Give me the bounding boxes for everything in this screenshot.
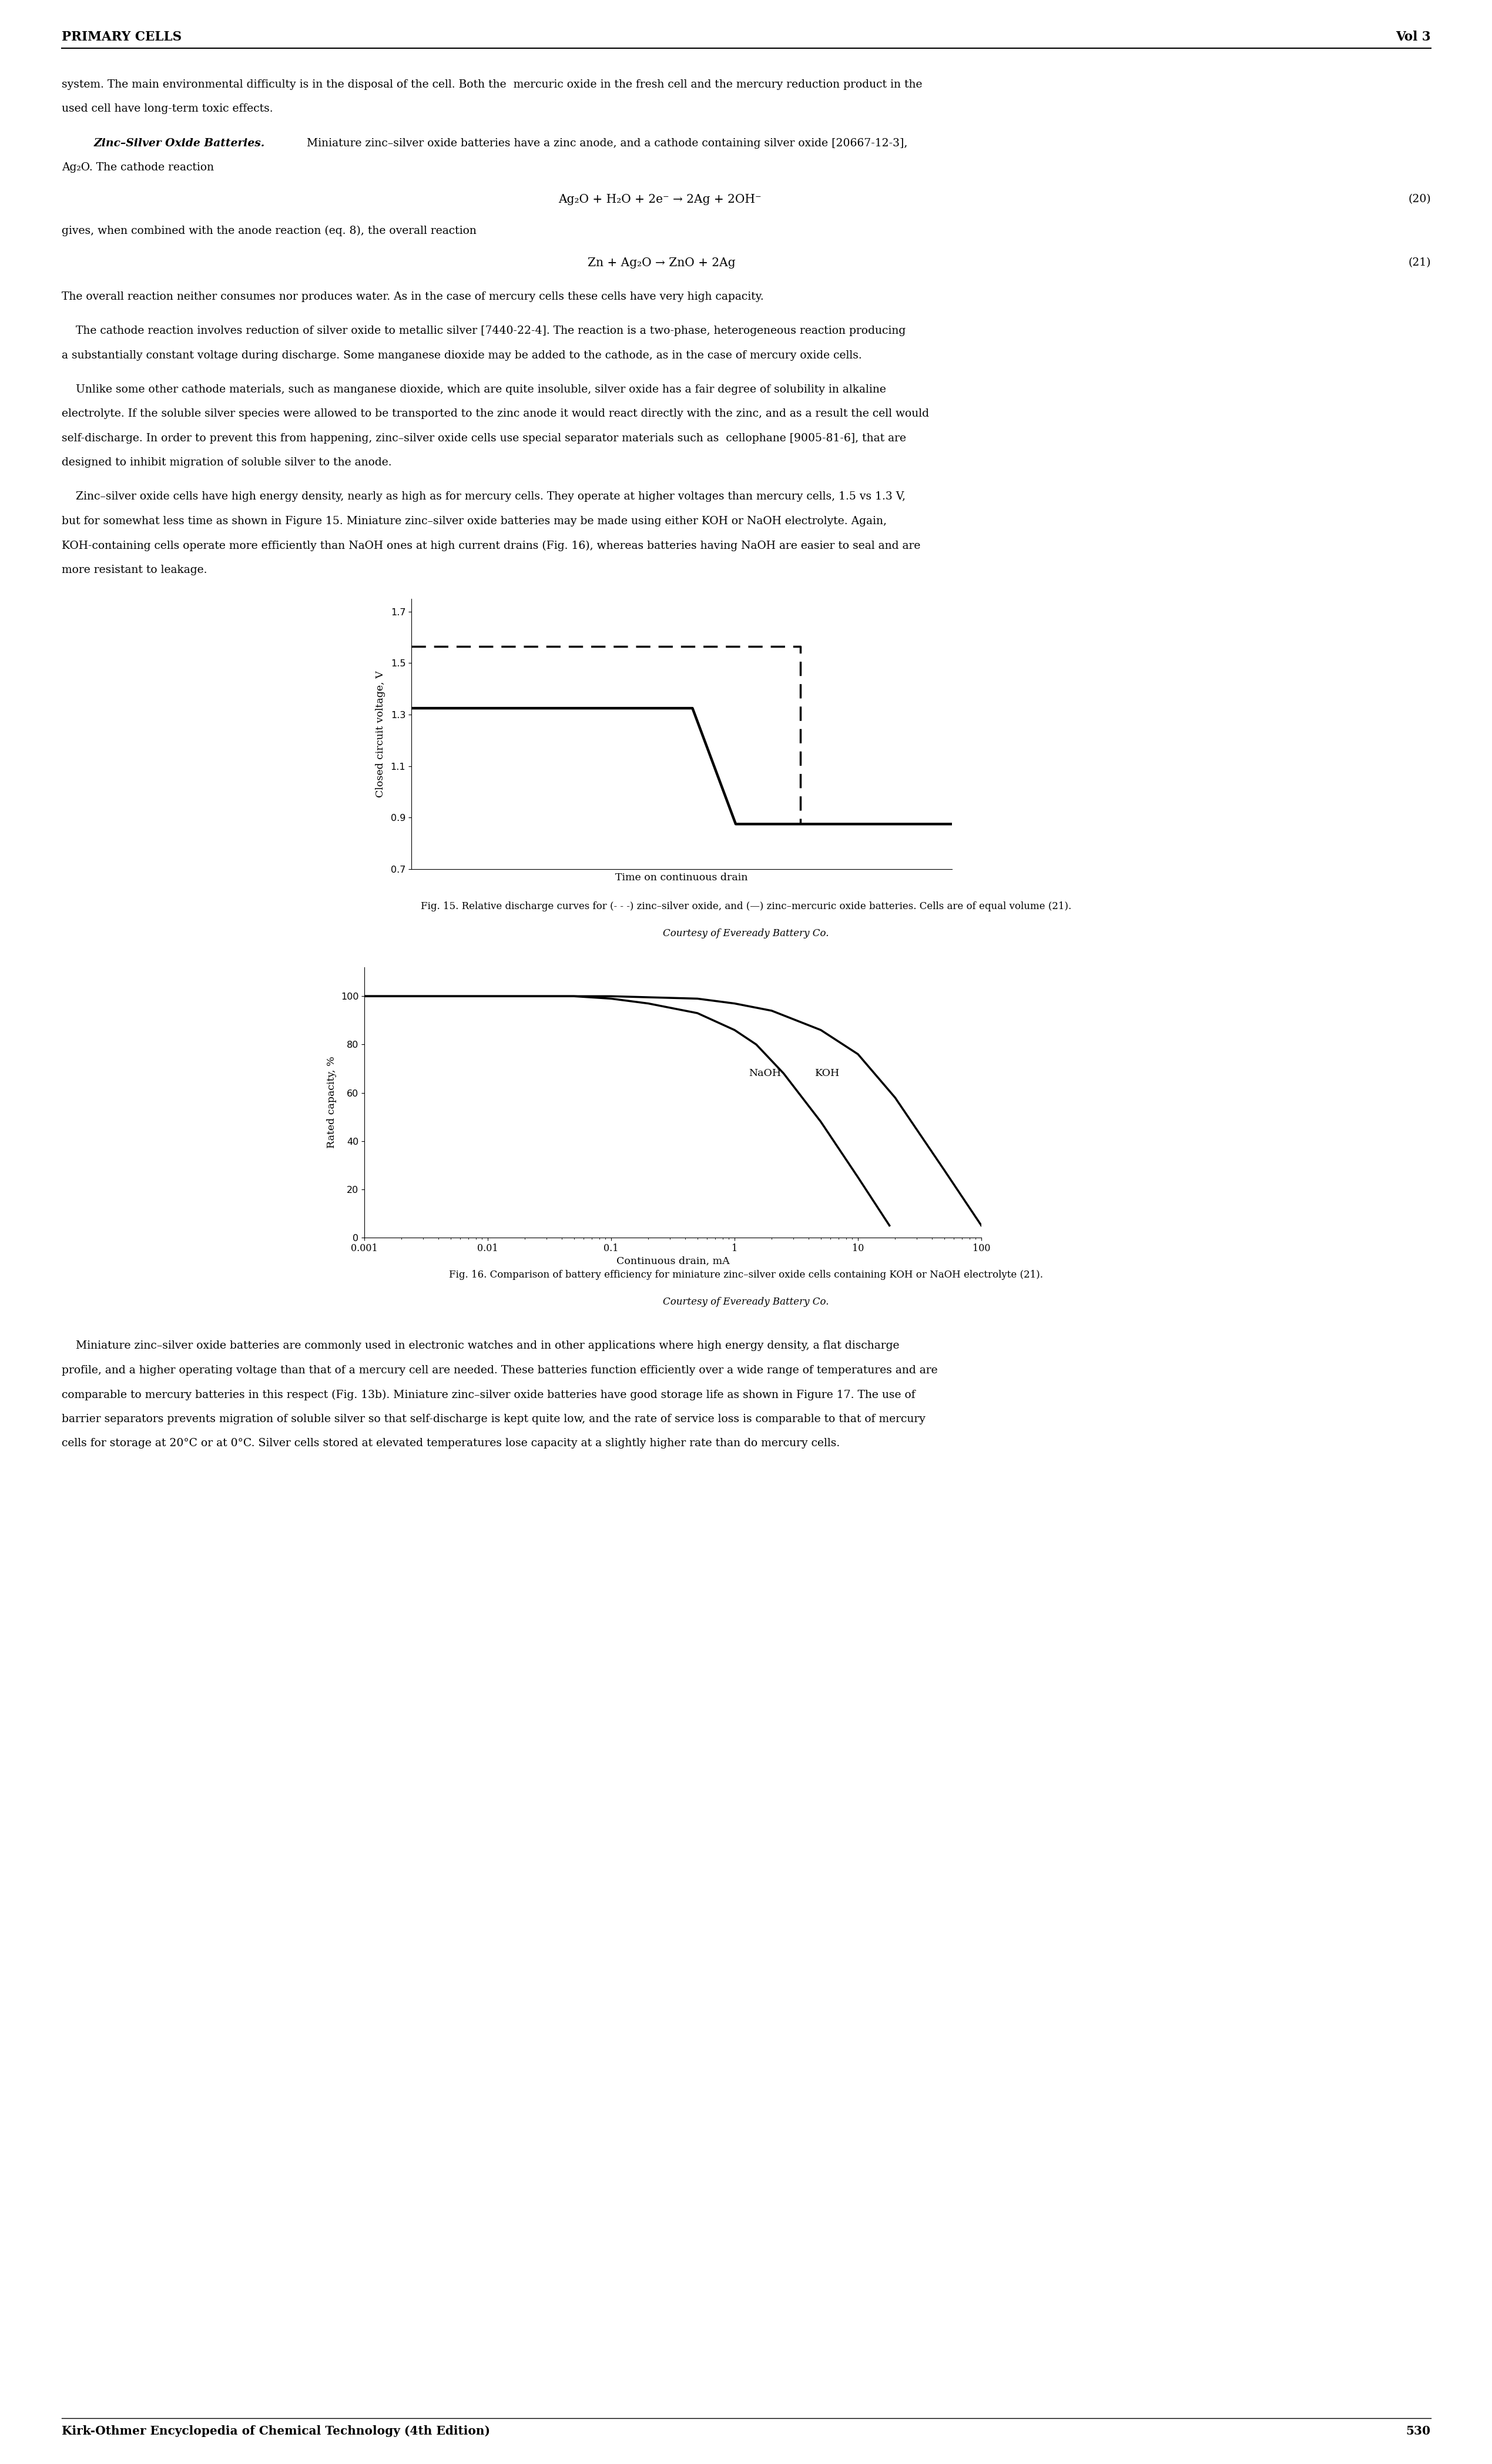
Text: Vol 3: Vol 3	[1397, 30, 1431, 44]
Text: Zinc–silver oxide cells have high energy density, nearly as high as for mercury : Zinc–silver oxide cells have high energy…	[61, 490, 906, 503]
Text: 530: 530	[1405, 2425, 1431, 2437]
Text: The overall reaction neither consumes nor produces water. As in the case of merc: The overall reaction neither consumes no…	[61, 291, 764, 303]
Text: Miniature zinc–silver oxide batteries are commonly used in electronic watches an: Miniature zinc–silver oxide batteries ar…	[61, 1340, 900, 1350]
Text: Ag₂O. The cathode reaction: Ag₂O. The cathode reaction	[61, 163, 213, 172]
Text: gives, when combined with the anode reaction (eq. 8), the overall reaction: gives, when combined with the anode reac…	[61, 227, 476, 237]
Text: PRIMARY CELLS: PRIMARY CELLS	[61, 30, 182, 44]
X-axis label: Time on continuous drain: Time on continuous drain	[615, 872, 747, 882]
Text: a substantially constant voltage during discharge. Some manganese dioxide may be: a substantially constant voltage during …	[61, 350, 862, 360]
Text: Ag₂O + H₂O + 2e⁻ → 2Ag + 2OH⁻: Ag₂O + H₂O + 2e⁻ → 2Ag + 2OH⁻	[558, 195, 761, 205]
Text: (21): (21)	[1408, 256, 1431, 269]
Text: cells for storage at 20°C or at 0°C. Silver cells stored at elevated temperature: cells for storage at 20°C or at 0°C. Sil…	[61, 1439, 840, 1449]
Text: used cell have long-term toxic effects.: used cell have long-term toxic effects.	[61, 103, 273, 113]
Text: but for somewhat less time as shown in Figure 15. Miniature zinc–silver oxide ba: but for somewhat less time as shown in F…	[61, 515, 886, 527]
Text: self-discharge. In order to prevent this from happening, zinc–silver oxide cells: self-discharge. In order to prevent this…	[61, 434, 906, 444]
Text: profile, and a higher operating voltage than that of a mercury cell are needed. : profile, and a higher operating voltage …	[61, 1365, 937, 1375]
Text: Courtesy of Eveready Battery Co.: Courtesy of Eveready Battery Co.	[662, 1296, 830, 1306]
Text: Unlike some other cathode materials, such as manganese dioxide, which are quite : Unlike some other cathode materials, suc…	[61, 384, 886, 394]
Y-axis label: Closed circuit voltage, V: Closed circuit voltage, V	[376, 670, 385, 798]
X-axis label: Continuous drain, mA: Continuous drain, mA	[616, 1257, 730, 1266]
Text: NaOH: NaOH	[749, 1069, 780, 1079]
Text: The cathode reaction involves reduction of silver oxide to metallic silver [7440: The cathode reaction involves reduction …	[61, 325, 906, 335]
Text: Fig. 15. Relative discharge curves for (- - -) zinc–silver oxide, and (—) zinc–m: Fig. 15. Relative discharge curves for (…	[421, 902, 1071, 912]
Text: Zn + Ag₂O → ZnO + 2Ag: Zn + Ag₂O → ZnO + 2Ag	[588, 256, 736, 269]
Text: Miniature zinc–silver oxide batteries have a zinc anode, and a cathode containin: Miniature zinc–silver oxide batteries ha…	[300, 138, 907, 148]
Text: designed to inhibit migration of soluble silver to the anode.: designed to inhibit migration of soluble…	[61, 458, 392, 468]
Text: system. The main environmental difficulty is in the disposal of the cell. Both t: system. The main environmental difficult…	[61, 79, 922, 89]
Text: barrier separators prevents migration of soluble silver so that self-discharge i: barrier separators prevents migration of…	[61, 1414, 925, 1424]
Text: Fig. 16. Comparison of battery efficiency for miniature zinc–silver oxide cells : Fig. 16. Comparison of battery efficienc…	[449, 1269, 1043, 1279]
Text: (20): (20)	[1408, 195, 1431, 205]
Text: comparable to mercury batteries in this respect (Fig. 13b). Miniature zinc–silve: comparable to mercury batteries in this …	[61, 1390, 915, 1400]
Text: KOH-containing cells operate more efficiently than NaOH ones at high current dra: KOH-containing cells operate more effici…	[61, 540, 921, 552]
Text: KOH: KOH	[815, 1069, 840, 1079]
Text: Kirk-Othmer Encyclopedia of Chemical Technology (4th Edition): Kirk-Othmer Encyclopedia of Chemical Tec…	[61, 2425, 489, 2437]
Text: Courtesy of Eveready Battery Co.: Courtesy of Eveready Battery Co.	[662, 929, 830, 939]
Text: Zinc–Silver Oxide Batteries.: Zinc–Silver Oxide Batteries.	[94, 138, 266, 148]
Y-axis label: Rated capacity, %: Rated capacity, %	[327, 1057, 337, 1148]
Text: more resistant to leakage.: more resistant to leakage.	[61, 564, 207, 574]
Text: electrolyte. If the soluble silver species were allowed to be transported to the: electrolyte. If the soluble silver speci…	[61, 409, 930, 419]
